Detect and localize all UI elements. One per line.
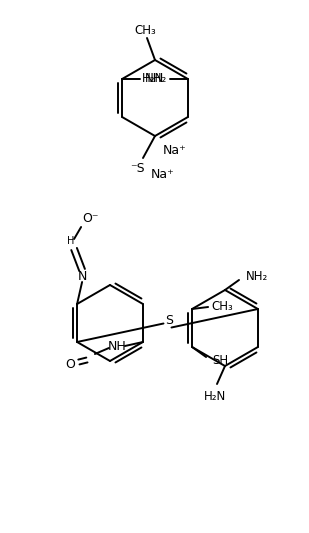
Text: Na⁺: Na⁺ <box>151 168 175 182</box>
Text: H₂N: H₂N <box>142 72 164 85</box>
Text: S: S <box>166 314 173 327</box>
Text: CH₃: CH₃ <box>134 23 156 36</box>
Text: CH₃: CH₃ <box>211 301 233 313</box>
Text: SH: SH <box>212 354 228 367</box>
Text: O: O <box>65 359 75 372</box>
Text: NH₂: NH₂ <box>246 271 268 284</box>
Text: H: H <box>67 236 75 246</box>
Text: N: N <box>77 270 87 282</box>
Text: Na⁺: Na⁺ <box>163 144 187 157</box>
Text: NH₂: NH₂ <box>145 72 167 85</box>
Text: NH: NH <box>108 340 126 352</box>
Text: O⁻: O⁻ <box>82 213 98 225</box>
Text: ⁻S: ⁻S <box>130 161 144 174</box>
Text: H₂N: H₂N <box>204 390 226 402</box>
